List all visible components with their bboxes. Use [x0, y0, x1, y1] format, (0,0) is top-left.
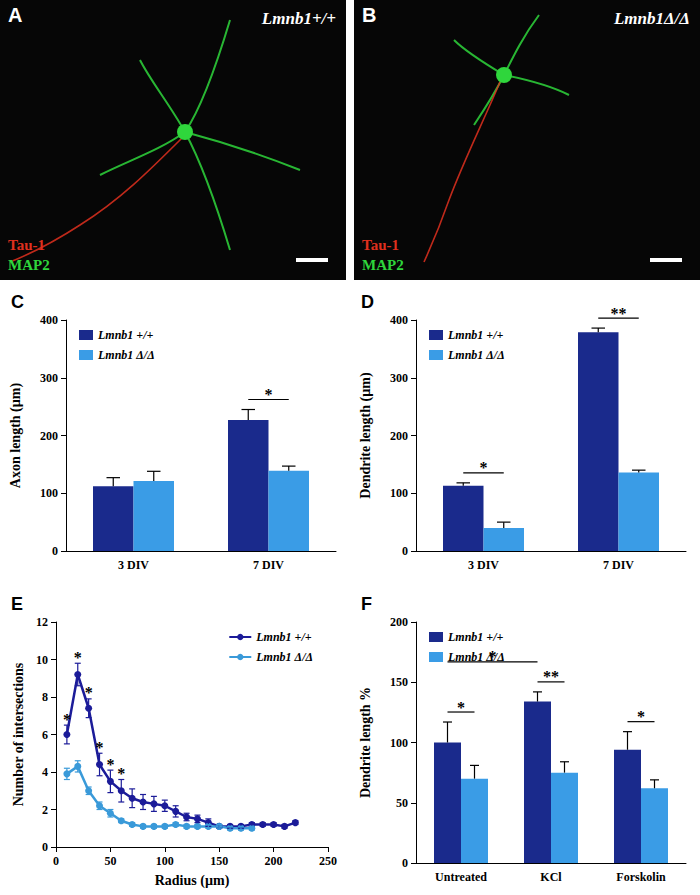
svg-text:50: 50	[104, 854, 116, 868]
svg-text:*: *	[457, 699, 465, 716]
svg-text:4: 4	[42, 765, 48, 779]
svg-text:50: 50	[396, 796, 408, 810]
svg-text:3 DIV: 3 DIV	[118, 558, 149, 572]
svg-text:100: 100	[156, 854, 174, 868]
svg-text:E: E	[11, 594, 23, 614]
svg-text:MAP2: MAP2	[8, 257, 50, 273]
svg-text:8: 8	[42, 690, 48, 704]
svg-text:6: 6	[42, 728, 48, 742]
svg-text:Lmnb1+/+: Lmnb1+/+	[261, 9, 336, 28]
svg-text:*: *	[96, 739, 104, 756]
svg-text:400: 400	[390, 313, 408, 327]
svg-text:400: 400	[40, 313, 58, 327]
svg-text:*: *	[106, 756, 114, 773]
svg-text:F: F	[361, 594, 372, 614]
svg-text:7 DIV: 7 DIV	[253, 558, 284, 572]
svg-text:*: *	[480, 459, 488, 476]
svg-text:0: 0	[53, 854, 59, 868]
svg-text:250: 250	[319, 854, 337, 868]
svg-text:*: *	[489, 648, 497, 665]
svg-text:200: 200	[40, 429, 58, 443]
svg-text:0: 0	[42, 840, 48, 854]
svg-text:0: 0	[52, 544, 58, 558]
svg-text:100: 100	[390, 486, 408, 500]
svg-text:3 DIV: 3 DIV	[468, 558, 499, 572]
svg-text:300: 300	[40, 371, 58, 385]
svg-text:**: **	[543, 668, 559, 685]
svg-text:Lmnb1 +/+: Lmnb1 +/+	[97, 328, 154, 342]
svg-text:*: *	[74, 649, 82, 666]
svg-text:*: *	[63, 711, 71, 728]
svg-text:Lmnb1 +/+: Lmnb1 +/+	[447, 328, 504, 342]
svg-text:D: D	[361, 292, 374, 312]
svg-text:Lmnb1 Δ/Δ: Lmnb1 Δ/Δ	[255, 650, 313, 664]
svg-text:Forskolin: Forskolin	[616, 870, 666, 884]
svg-text:*: *	[117, 765, 125, 782]
svg-text:10: 10	[36, 653, 48, 667]
svg-text:Lmnb1Δ/Δ: Lmnb1Δ/Δ	[613, 9, 690, 28]
svg-text:Lmnb1 +/+: Lmnb1 +/+	[447, 630, 504, 644]
svg-text:Number of intersections: Number of intersections	[11, 662, 26, 806]
svg-text:*: *	[85, 684, 93, 701]
svg-text:C: C	[11, 292, 24, 312]
svg-text:0: 0	[402, 544, 408, 558]
svg-text:Dendrite length (µm): Dendrite length (µm)	[358, 372, 374, 499]
svg-text:Lmnb1 +/+: Lmnb1 +/+	[255, 630, 312, 644]
svg-text:Tau-1: Tau-1	[362, 237, 399, 253]
svg-text:B: B	[362, 4, 376, 26]
svg-text:150: 150	[210, 854, 228, 868]
svg-text:200: 200	[390, 429, 408, 443]
svg-text:*: *	[265, 386, 273, 403]
svg-text:0: 0	[402, 856, 408, 870]
svg-text:7 DIV: 7 DIV	[603, 558, 634, 572]
svg-text:300: 300	[390, 371, 408, 385]
svg-text:MAP2: MAP2	[362, 257, 404, 273]
svg-text:150: 150	[390, 675, 408, 689]
svg-text:200: 200	[390, 615, 408, 629]
svg-text:100: 100	[390, 736, 408, 750]
svg-text:Untreated: Untreated	[435, 870, 487, 884]
svg-text:KCl: KCl	[540, 870, 562, 884]
svg-text:*: *	[637, 708, 645, 725]
svg-text:A: A	[8, 4, 22, 26]
svg-text:200: 200	[265, 854, 283, 868]
svg-text:Tau-1: Tau-1	[8, 237, 45, 253]
svg-text:12: 12	[36, 615, 48, 629]
svg-text:Radius (µm): Radius (µm)	[155, 873, 230, 889]
svg-text:Dendrite length %: Dendrite length %	[358, 687, 373, 798]
svg-text:Lmnb1 Δ/Δ: Lmnb1 Δ/Δ	[97, 348, 155, 362]
svg-text:2: 2	[42, 803, 48, 817]
svg-text:100: 100	[40, 486, 58, 500]
svg-text:Lmnb1 Δ/Δ: Lmnb1 Δ/Δ	[447, 348, 505, 362]
svg-text:Axon length (µm): Axon length (µm)	[8, 383, 24, 489]
svg-text:**: **	[611, 305, 627, 322]
